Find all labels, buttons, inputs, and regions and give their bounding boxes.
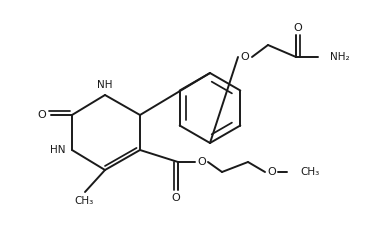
Text: CH₃: CH₃ [300,167,319,177]
Text: O: O [241,52,249,62]
Text: HN: HN [50,145,66,155]
Text: O: O [294,23,302,33]
Text: CH₃: CH₃ [74,196,94,206]
Text: NH: NH [97,80,113,90]
Text: NH₂: NH₂ [330,52,350,62]
Text: O: O [172,193,180,203]
Text: O: O [198,157,206,167]
Text: O: O [38,110,46,120]
Text: O: O [268,167,276,177]
